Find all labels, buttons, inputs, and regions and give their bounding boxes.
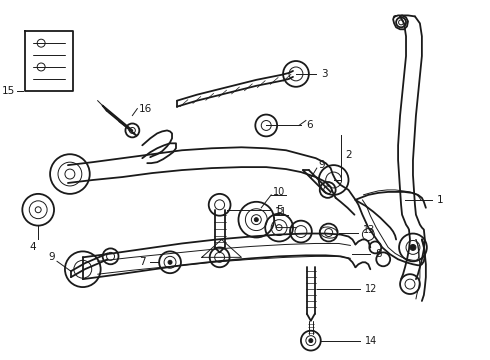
Text: 2: 2 — [345, 150, 352, 160]
Text: 6: 6 — [306, 121, 313, 130]
Text: 3: 3 — [321, 69, 327, 79]
Circle shape — [254, 218, 258, 222]
Circle shape — [410, 244, 416, 251]
Circle shape — [309, 339, 313, 343]
Text: 7: 7 — [139, 257, 145, 267]
Text: 11: 11 — [275, 207, 288, 217]
Text: 1: 1 — [437, 195, 443, 205]
Text: 4: 4 — [30, 242, 37, 252]
Text: 14: 14 — [366, 336, 378, 346]
Text: 9: 9 — [319, 160, 325, 170]
Text: 9: 9 — [49, 252, 55, 262]
Text: 12: 12 — [366, 284, 378, 294]
Text: 16: 16 — [138, 104, 151, 114]
Text: 10: 10 — [273, 187, 285, 197]
Text: 13: 13 — [364, 225, 376, 235]
Circle shape — [168, 260, 172, 264]
Text: 5: 5 — [276, 205, 283, 215]
Text: 15: 15 — [2, 86, 15, 96]
Text: 8: 8 — [375, 249, 382, 259]
